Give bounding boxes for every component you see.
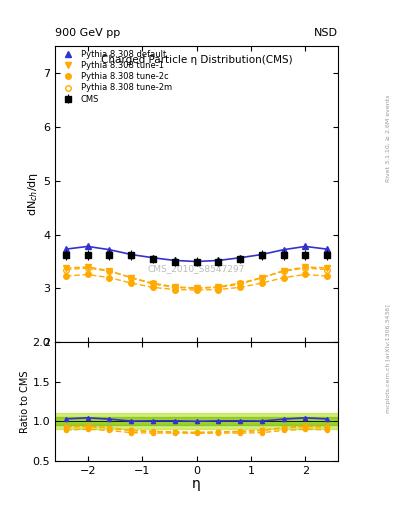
Line: Pythia 8.308 default: Pythia 8.308 default <box>63 244 330 264</box>
Pythia 8.308 tune-1 <box>259 274 264 281</box>
Pythia 8.308 tune-2m <box>173 284 177 290</box>
Pythia 8.308 default <box>194 259 199 265</box>
Pythia 8.308 tune-2c <box>107 274 112 281</box>
Pythia 8.308 default <box>281 247 286 253</box>
Pythia 8.308 tune-2m <box>85 265 90 271</box>
Pythia 8.308 tune-2m <box>303 265 308 271</box>
Y-axis label: Ratio to CMS: Ratio to CMS <box>20 370 29 433</box>
Pythia 8.308 default <box>325 246 329 252</box>
Pythia 8.308 tune-2c <box>64 273 68 279</box>
Text: Charged Particle η Distribution(CMS): Charged Particle η Distribution(CMS) <box>101 55 292 65</box>
Pythia 8.308 tune-1 <box>238 281 242 287</box>
Pythia 8.308 default <box>259 251 264 258</box>
Line: Pythia 8.308 tune-2c: Pythia 8.308 tune-2c <box>63 272 330 293</box>
Line: Pythia 8.308 tune-2m: Pythia 8.308 tune-2m <box>63 265 330 291</box>
Y-axis label: dN$_{ch}$/dη: dN$_{ch}$/dη <box>26 172 40 216</box>
Pythia 8.308 tune-1 <box>281 268 286 274</box>
Pythia 8.308 tune-2m <box>107 268 112 274</box>
X-axis label: η: η <box>192 477 201 491</box>
Pythia 8.308 tune-2c <box>259 280 264 286</box>
Text: mcplots.cern.ch [arXiv:1306.3436]: mcplots.cern.ch [arXiv:1306.3436] <box>386 304 391 413</box>
Pythia 8.308 tune-2m <box>129 274 134 281</box>
Pythia 8.308 default <box>303 243 308 249</box>
Pythia 8.308 tune-2c <box>194 287 199 293</box>
Pythia 8.308 tune-1 <box>325 265 329 271</box>
Pythia 8.308 tune-1 <box>194 285 199 291</box>
Pythia 8.308 tune-2c <box>85 271 90 278</box>
Pythia 8.308 tune-2c <box>129 280 134 286</box>
Pythia 8.308 tune-2c <box>303 271 308 278</box>
Pythia 8.308 default <box>216 258 220 264</box>
Pythia 8.308 tune-2m <box>64 267 68 273</box>
Pythia 8.308 tune-1 <box>173 284 177 290</box>
Pythia 8.308 default <box>64 246 68 252</box>
Pythia 8.308 tune-1 <box>64 265 68 271</box>
Text: CMS_2010_S8547297: CMS_2010_S8547297 <box>148 264 245 273</box>
Legend: Pythia 8.308 default, Pythia 8.308 tune-1, Pythia 8.308 tune-2c, Pythia 8.308 tu: Pythia 8.308 default, Pythia 8.308 tune-… <box>57 49 174 105</box>
Pythia 8.308 tune-2c <box>216 286 220 292</box>
Text: Rivet 3.1.10, ≥ 2.6M events: Rivet 3.1.10, ≥ 2.6M events <box>386 95 391 182</box>
Pythia 8.308 default <box>173 258 177 264</box>
Text: NSD: NSD <box>314 28 338 38</box>
Pythia 8.308 tune-1 <box>85 264 90 270</box>
Pythia 8.308 default <box>129 251 134 258</box>
Pythia 8.308 tune-2c <box>151 284 155 290</box>
Pythia 8.308 tune-1 <box>151 281 155 287</box>
Pythia 8.308 tune-1 <box>216 284 220 290</box>
Pythia 8.308 default <box>85 243 90 249</box>
Pythia 8.308 default <box>238 254 242 261</box>
Pythia 8.308 default <box>107 247 112 253</box>
Pythia 8.308 tune-2c <box>238 284 242 290</box>
Pythia 8.308 tune-1 <box>107 268 112 274</box>
Pythia 8.308 tune-2m <box>281 268 286 274</box>
Pythia 8.308 tune-1 <box>303 264 308 270</box>
Pythia 8.308 tune-2m <box>325 267 329 273</box>
Pythia 8.308 tune-2m <box>151 280 155 286</box>
Line: Pythia 8.308 tune-1: Pythia 8.308 tune-1 <box>63 264 330 291</box>
Pythia 8.308 default <box>151 254 155 261</box>
Pythia 8.308 tune-2c <box>173 286 177 292</box>
Text: 900 GeV pp: 900 GeV pp <box>55 28 120 38</box>
Pythia 8.308 tune-2m <box>238 280 242 286</box>
Pythia 8.308 tune-2m <box>216 284 220 290</box>
Pythia 8.308 tune-2m <box>194 285 199 291</box>
Pythia 8.308 tune-2c <box>325 273 329 279</box>
Pythia 8.308 tune-2c <box>281 274 286 281</box>
Pythia 8.308 tune-1 <box>129 274 134 281</box>
Pythia 8.308 tune-2m <box>259 274 264 281</box>
